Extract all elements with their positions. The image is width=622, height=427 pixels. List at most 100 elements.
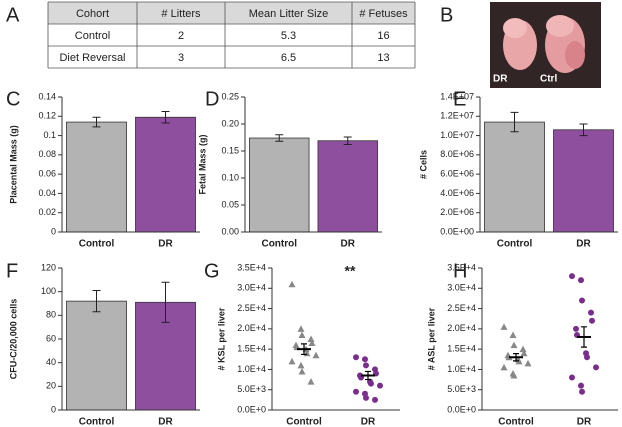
y-tick-label: 8.0E+06	[440, 149, 474, 159]
table-cell: 13	[377, 52, 389, 64]
y-tick-label: 4.0E+06	[440, 188, 474, 198]
y-tick-label: 80	[46, 310, 56, 320]
point	[500, 323, 508, 330]
panel-letter: B	[440, 4, 453, 26]
y-tick-label: 0.00	[221, 226, 239, 236]
y-tick-label: 2.0E+4	[447, 323, 476, 333]
y-tick-label: 3.5E+4	[237, 262, 266, 272]
error-bar	[343, 136, 352, 146]
error-bar	[581, 326, 587, 348]
x-tick-label: Control	[286, 417, 322, 427]
point	[368, 380, 374, 387]
y-tick-label: 0.05	[221, 199, 239, 209]
embryo-head	[503, 18, 527, 38]
point	[362, 356, 368, 363]
table-header: # Litters	[161, 8, 201, 20]
x-tick-label: Control	[497, 239, 533, 250]
annotation: **	[345, 263, 356, 279]
point	[584, 354, 590, 361]
table-header: Mean Litter Size	[249, 8, 328, 20]
x-tick-label: DR	[577, 417, 592, 427]
y-tick-label: 3.0E+4	[447, 283, 476, 293]
panel-letter: A	[6, 4, 20, 26]
panel-letter: E	[453, 88, 466, 110]
panel-letter: G	[204, 260, 220, 282]
point	[298, 331, 306, 338]
y-tick-label: 0.0E+0	[447, 404, 476, 414]
point	[569, 374, 575, 381]
bar	[249, 137, 310, 233]
panel-letter: H	[453, 260, 467, 282]
error-bar	[365, 370, 371, 381]
axis	[479, 97, 618, 233]
y-tick-label: 0.10	[221, 172, 239, 182]
table-cell: 16	[377, 30, 389, 42]
point	[312, 351, 320, 359]
table-header: # Fetuses	[359, 8, 408, 20]
y-tick-label: 1.2E+07	[440, 111, 474, 121]
bar	[317, 140, 378, 233]
table-header: Cohort	[76, 8, 109, 20]
point	[520, 349, 528, 357]
y-tick-label: 0.14	[38, 91, 56, 101]
y-axis-label: Fetal Mass (g)	[197, 134, 207, 194]
point	[510, 372, 518, 379]
table-cell: 2	[178, 30, 184, 42]
table-cell: Control	[75, 30, 110, 42]
y-axis-label: # KSL per liver	[216, 307, 226, 370]
panel-letter: C	[6, 88, 20, 110]
point	[578, 277, 584, 284]
point	[353, 354, 359, 361]
y-tick-label: 20	[46, 381, 56, 391]
bar	[66, 121, 127, 233]
point	[519, 345, 527, 353]
y-tick-label: 1.4E+07	[440, 91, 474, 101]
y-tick-label: 6.0E+06	[440, 169, 474, 179]
y-tick-label: 0.25	[221, 91, 239, 101]
y-tick-label: 0.02	[38, 207, 56, 217]
point	[297, 361, 305, 369]
point	[588, 309, 594, 316]
point	[288, 357, 296, 365]
bar	[66, 300, 127, 411]
y-tick-label: 1.0E+4	[237, 364, 266, 374]
point	[593, 364, 599, 371]
bar	[484, 121, 545, 233]
y-tick-label: 0.0E+0	[237, 404, 266, 414]
x-tick-label: DR	[361, 417, 376, 427]
y-tick-label: 40	[46, 357, 56, 367]
error-bar	[301, 343, 307, 356]
point	[573, 325, 579, 332]
point	[569, 273, 575, 280]
axis	[61, 268, 200, 411]
error-bar	[510, 111, 519, 133]
y-tick-label: 5.0E+3	[237, 384, 266, 394]
y-tick-label: 2.5E+4	[237, 303, 266, 313]
axis	[271, 268, 400, 411]
point	[307, 378, 315, 385]
point	[579, 297, 585, 304]
point	[510, 341, 518, 349]
point	[308, 339, 316, 347]
y-tick-label: 2.0E+06	[440, 207, 474, 217]
photo-label: Ctrl	[540, 74, 557, 85]
y-tick-label: 0.06	[38, 169, 56, 179]
y-tick-label: 0.04	[38, 188, 56, 198]
point	[353, 388, 359, 395]
table-cell: Diet Reversal	[59, 52, 125, 64]
y-tick-label: 0.20	[221, 118, 239, 128]
y-axis-label: Placental Mass (g)	[8, 125, 18, 204]
table-cell: 6.5	[281, 52, 296, 64]
y-tick-label: 0	[51, 226, 56, 236]
point	[579, 388, 585, 395]
y-tick-label: 100	[41, 286, 56, 296]
point	[524, 359, 532, 367]
y-tick-label: 0	[51, 404, 56, 414]
photo-label: DR	[493, 74, 508, 85]
x-tick-label: Control	[79, 239, 115, 250]
axis	[244, 97, 382, 233]
x-tick-label: DR	[341, 239, 356, 250]
table-cell: 5.3	[281, 30, 296, 42]
panel-letter: F	[6, 260, 18, 282]
